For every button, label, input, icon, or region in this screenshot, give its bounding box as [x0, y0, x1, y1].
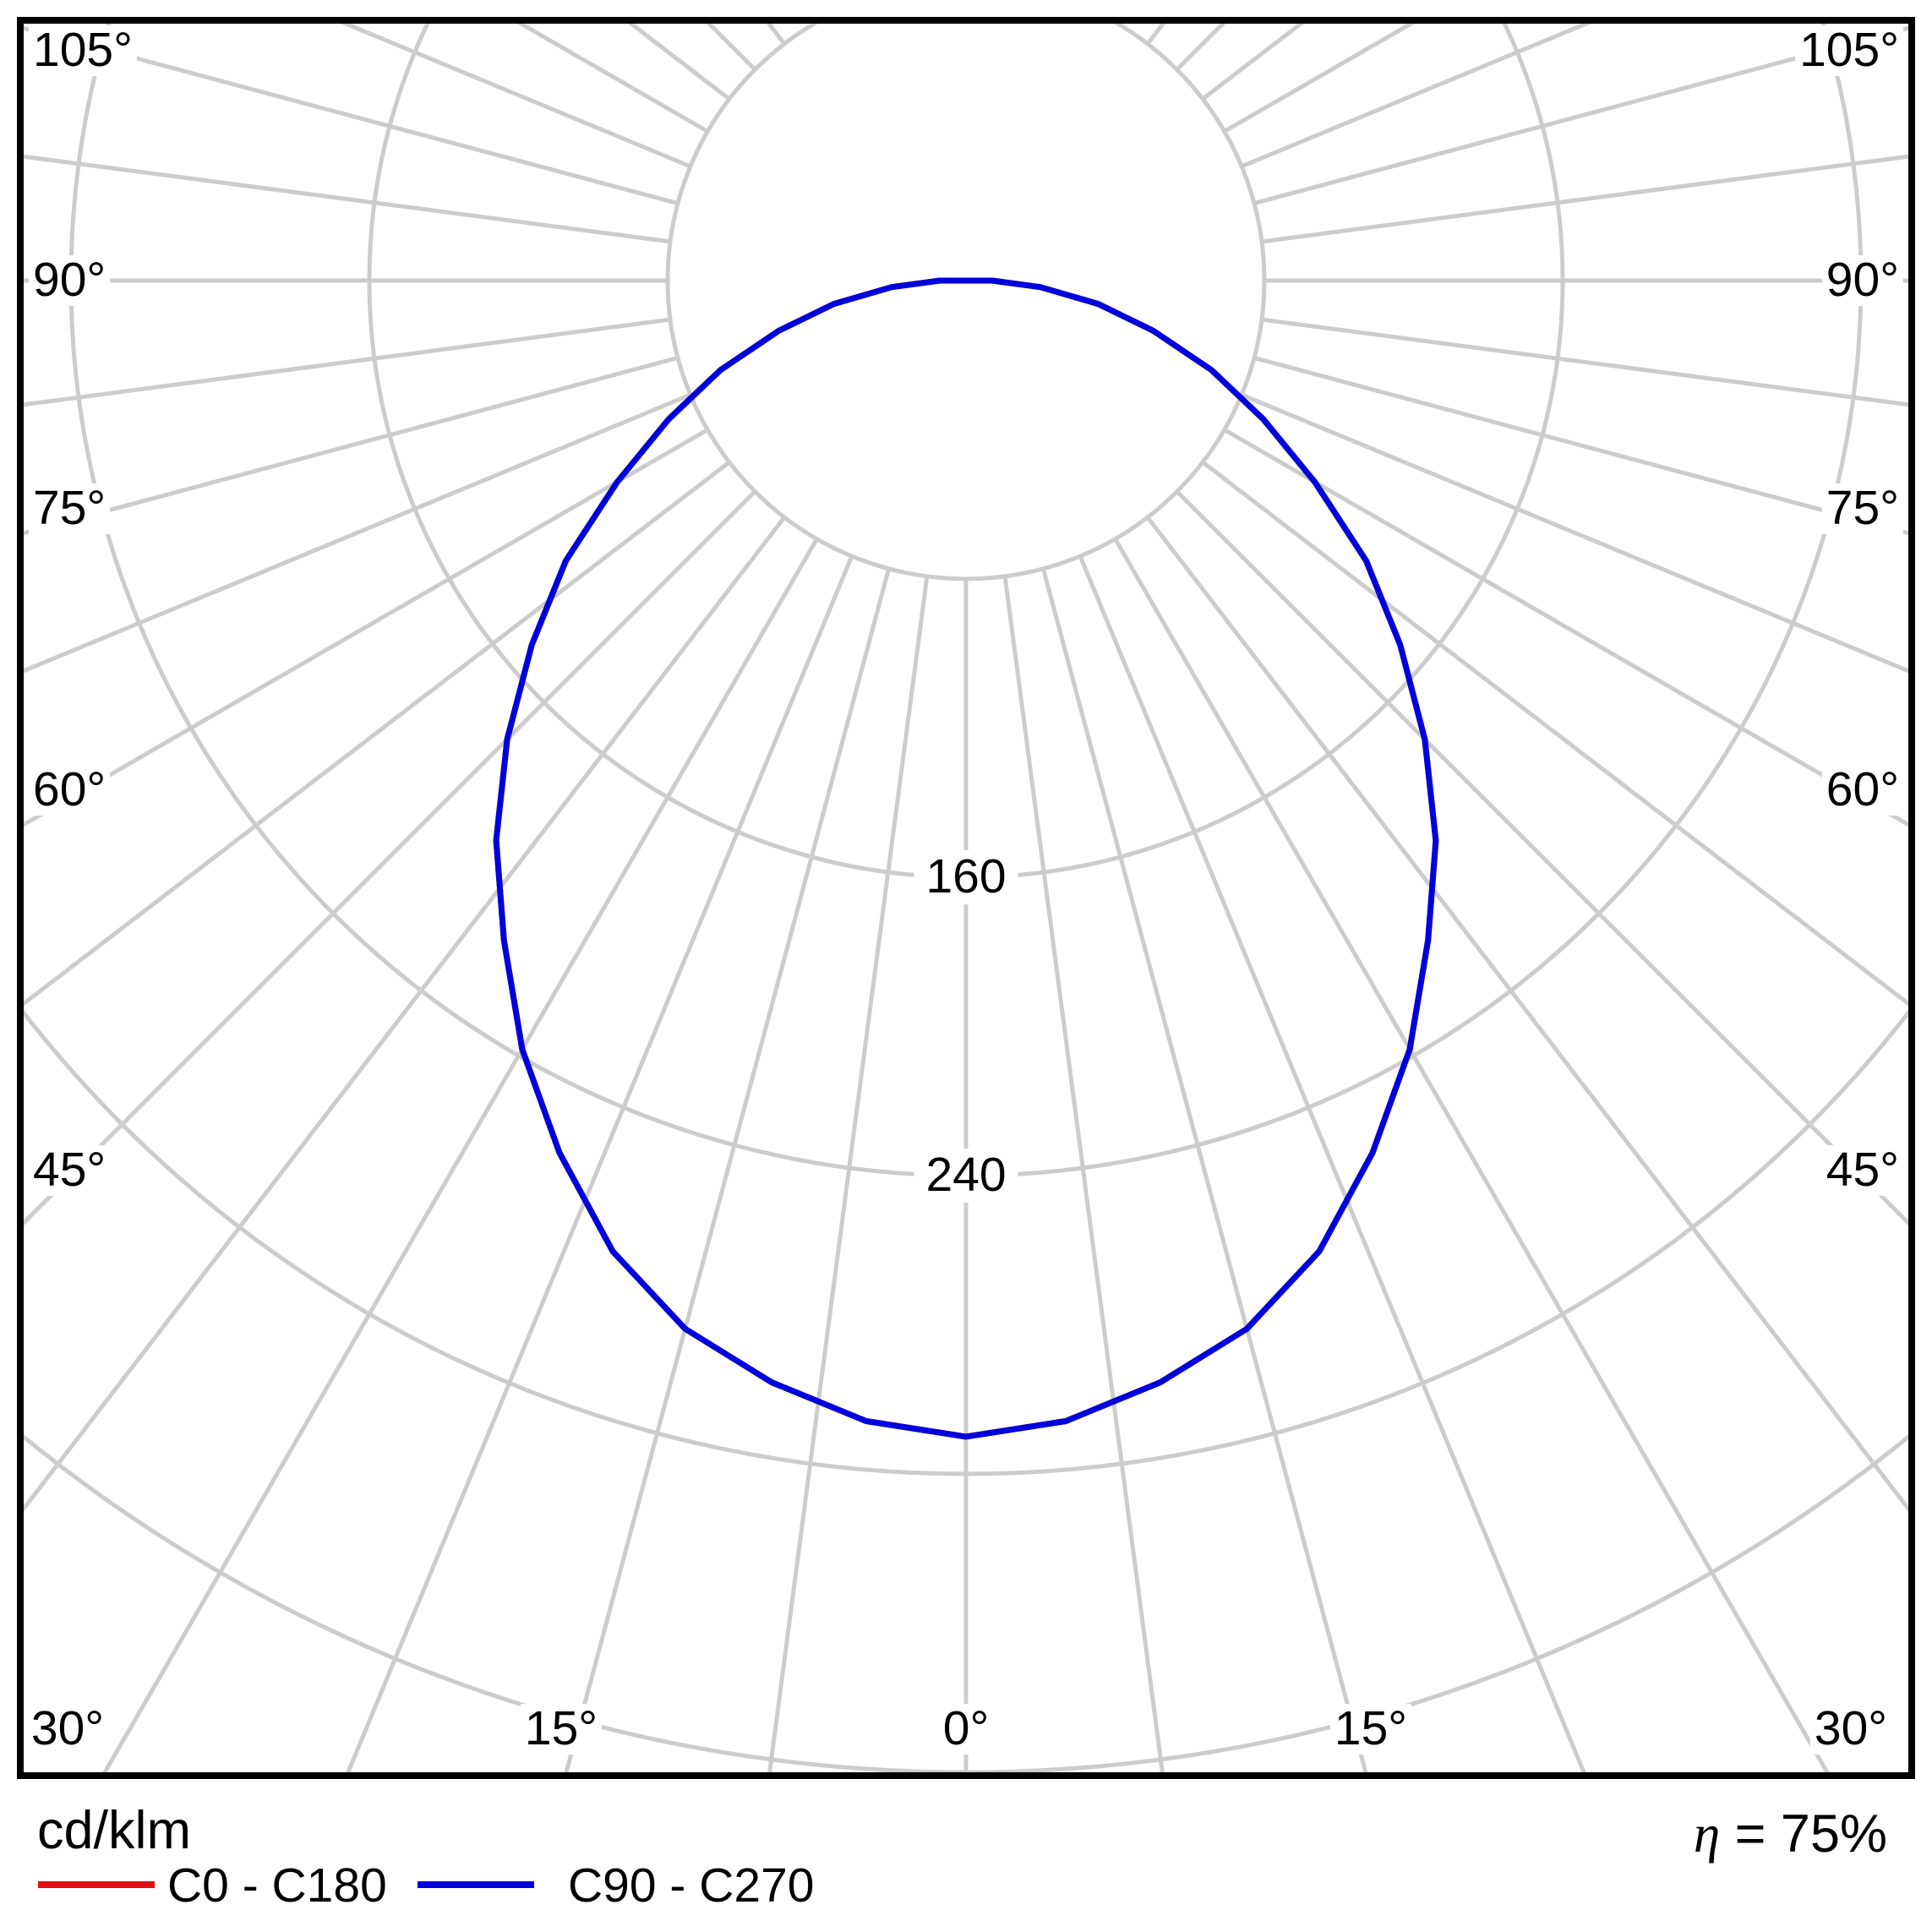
grid-radial-line	[20, 516, 787, 1517]
angle-label-left-45°: 45°	[29, 1144, 111, 1196]
grid-radial-line	[20, 25, 679, 206]
angle-label-right-105°: 105°	[1795, 25, 1903, 76]
angle-label-right-60°: 60°	[1821, 764, 1903, 816]
grid-radial-line	[563, 568, 892, 1776]
grid-radial-line	[1201, 460, 1912, 1009]
angle-label-left-75°: 75°	[29, 483, 111, 534]
angle-label-bottom-0: 30°	[26, 1703, 109, 1755]
grid-radial-line	[20, 489, 757, 1230]
grid-radial-line	[1113, 538, 1832, 1776]
angle-label-right-45°: 45°	[1821, 1144, 1903, 1196]
angle-label-left-60°: 60°	[29, 764, 111, 816]
grid-radial-line	[1040, 568, 1369, 1776]
grid-circle-80	[665, 20, 1267, 581]
angle-label-left-105°: 105°	[29, 25, 137, 76]
grid-radial-line	[20, 460, 731, 1009]
angle-label-bottom-2: 0°	[938, 1703, 994, 1755]
angle-label-right-75°: 75°	[1821, 483, 1903, 534]
eta-symbol: η	[1693, 1804, 1721, 1864]
grid-radial-line	[20, 392, 691, 675]
grid-radial-line	[20, 428, 709, 829]
grid-radial-line	[767, 576, 930, 1776]
legend-label-c0-c180: C0 - C180	[167, 1858, 387, 1913]
grid-radial-line	[1175, 489, 1912, 1230]
legend-line-c0-c180	[38, 1881, 155, 1888]
legend-line-c90-c270	[418, 1881, 534, 1888]
grid-radial-line	[1253, 355, 1912, 537]
angle-label-bottom-4: 30°	[1809, 1703, 1892, 1755]
ring-value-label-240: 240	[914, 1149, 1018, 1203]
grid-radial-line	[100, 538, 819, 1776]
grid-radial-line	[1261, 317, 1912, 407]
grid-radial-line	[1261, 154, 1912, 244]
angle-label-right-90°: 90°	[1821, 254, 1903, 306]
curve-c90-c270	[493, 277, 1439, 1440]
light-output-ratio: η = 75%	[1694, 1804, 1887, 1865]
grid-radial-line	[1223, 428, 1912, 829]
angle-label-bottom-3: 15°	[1329, 1703, 1412, 1755]
grid-radial-line	[344, 555, 854, 1776]
plot-frame	[17, 17, 1915, 1779]
units-label: cd/klm	[37, 1801, 192, 1860]
grid-radial-line	[1078, 555, 1588, 1776]
grid-radial-line	[1253, 25, 1912, 206]
ring-value-label-160: 160	[914, 850, 1018, 904]
grid-radial-line	[20, 355, 679, 537]
angle-label-bottom-1: 15°	[520, 1703, 603, 1755]
grid-radial-line	[1002, 576, 1165, 1776]
grid-radial-line	[1145, 516, 1912, 1517]
grid-radial-line	[20, 154, 671, 244]
eta-value: = 75%	[1720, 1804, 1887, 1864]
angle-label-left-90°: 90°	[29, 254, 111, 306]
grid-radial-line	[1241, 20, 1601, 169]
grid-radial-line	[331, 20, 691, 169]
grid-radial-line	[1241, 392, 1912, 675]
grid-radial-line	[20, 317, 671, 407]
legend-label-c90-c270: C90 - C270	[568, 1858, 815, 1913]
